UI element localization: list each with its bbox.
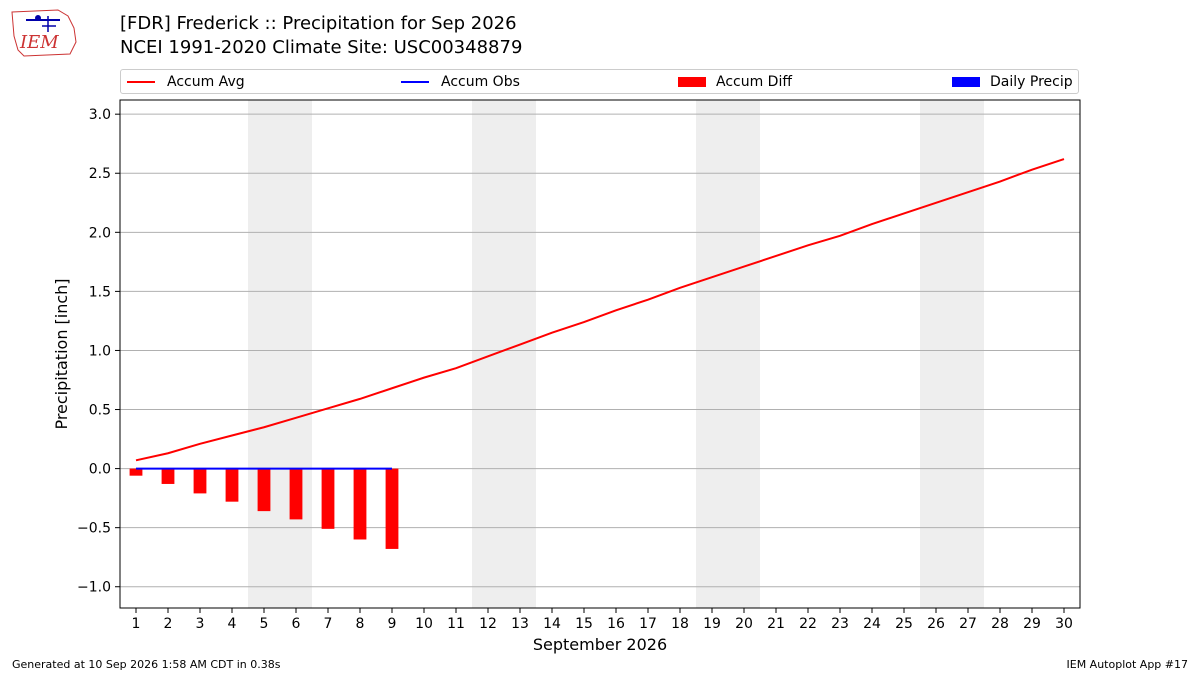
x-tick-label: 12 (479, 616, 497, 632)
iem-logo: IEM (8, 6, 80, 58)
accum-diff-bar (193, 468, 207, 494)
y-tick-label: 2.5 (89, 166, 111, 182)
y-tick-label: −1.0 (77, 580, 111, 596)
footer-app: IEM Autoplot App #17 (1066, 658, 1189, 671)
x-tick-label: 26 (927, 616, 945, 632)
x-tick-label: 24 (863, 616, 881, 632)
x-tick-label: 22 (799, 616, 817, 632)
y-tick-label: 1.5 (89, 284, 111, 300)
x-tick-label: 15 (575, 616, 593, 632)
legend-item-daily-precip: Daily Precip (952, 73, 1073, 91)
x-tick-label: 2 (164, 616, 173, 632)
y-axis-label: Precipitation [inch] (52, 278, 71, 429)
accum-diff-bar (385, 468, 399, 549)
x-tick-label: 19 (703, 616, 721, 632)
x-tick-label: 1 (132, 616, 141, 632)
accum-diff-bar (353, 468, 367, 540)
accum-diff-bar (161, 468, 175, 484)
y-tick-label: 0.0 (89, 462, 111, 478)
accum-diff-bar (225, 468, 239, 502)
x-tick-label: 25 (895, 616, 913, 632)
y-tick-label: 1.0 (89, 343, 111, 359)
legend: Accum Avg Accum Obs Accum Diff Daily Pre… (120, 69, 1079, 94)
weekend-band-3 (920, 100, 984, 608)
x-tick-label: 8 (356, 616, 365, 632)
accum-diff-bar (321, 468, 335, 529)
legend-label-accum-obs: Accum Obs (441, 74, 520, 90)
plot-frame (119, 99, 1081, 609)
x-tick-label: 4 (228, 616, 237, 632)
legend-swatch-accum-avg (127, 81, 155, 83)
legend-item-accum-obs: Accum Obs (401, 73, 520, 91)
accum-diff-bar (289, 468, 303, 520)
x-tick-label: 9 (388, 616, 397, 632)
x-tick-label: 27 (959, 616, 977, 632)
x-tick-label: 23 (831, 616, 849, 632)
y-tick-label: 2.0 (89, 225, 111, 241)
weekend-band-1 (472, 100, 536, 608)
x-axis-label: September 2026 (533, 635, 667, 654)
x-tick-label: 16 (607, 616, 625, 632)
legend-label-accum-diff: Accum Diff (716, 74, 793, 90)
legend-swatch-accum-obs (401, 81, 429, 83)
chart-title: [FDR] Frederick :: Precipitation for Sep… (120, 12, 522, 60)
accum-diff-bar (257, 468, 271, 512)
x-tick-label: 18 (671, 616, 689, 632)
y-tick-label: 3.0 (89, 107, 111, 123)
legend-item-accum-avg: Accum Avg (127, 73, 245, 91)
x-tick-label: 17 (639, 616, 657, 632)
x-tick-label: 3 (196, 616, 205, 632)
x-tick-label: 21 (767, 616, 785, 632)
weekend-band-0 (248, 100, 312, 608)
accum-diff-bar (129, 468, 143, 476)
title-line-1: [FDR] Frederick :: Precipitation for Sep… (120, 13, 517, 34)
legend-swatch-accum-diff (678, 77, 706, 87)
x-tick-label: 5 (260, 616, 269, 632)
x-tick-label: 11 (447, 616, 465, 632)
weekend-band-2 (696, 100, 760, 608)
x-tick-label: 28 (991, 616, 1009, 632)
x-tick-label: 10 (415, 616, 433, 632)
legend-item-accum-diff: Accum Diff (678, 73, 792, 91)
footer-generated: Generated at 10 Sep 2026 1:58 AM CDT in … (12, 658, 281, 671)
legend-label-daily-precip: Daily Precip (990, 74, 1073, 90)
x-tick-label: 14 (543, 616, 561, 632)
x-tick-label: 13 (511, 616, 529, 632)
y-tick-label: −0.5 (77, 521, 111, 537)
x-tick-label: 30 (1055, 616, 1073, 632)
legend-label-accum-avg: Accum Avg (167, 74, 245, 90)
x-tick-label: 7 (324, 616, 333, 632)
x-tick-label: 20 (735, 616, 753, 632)
legend-swatch-daily-precip (952, 77, 980, 87)
x-tick-label: 29 (1023, 616, 1041, 632)
accum-avg-line (135, 158, 1065, 462)
title-line-2: NCEI 1991-2020 Climate Site: USC00348879 (120, 37, 523, 58)
logo-text: IEM (19, 32, 59, 53)
x-tick-label: 6 (292, 616, 301, 632)
y-tick-label: 0.5 (89, 403, 111, 419)
